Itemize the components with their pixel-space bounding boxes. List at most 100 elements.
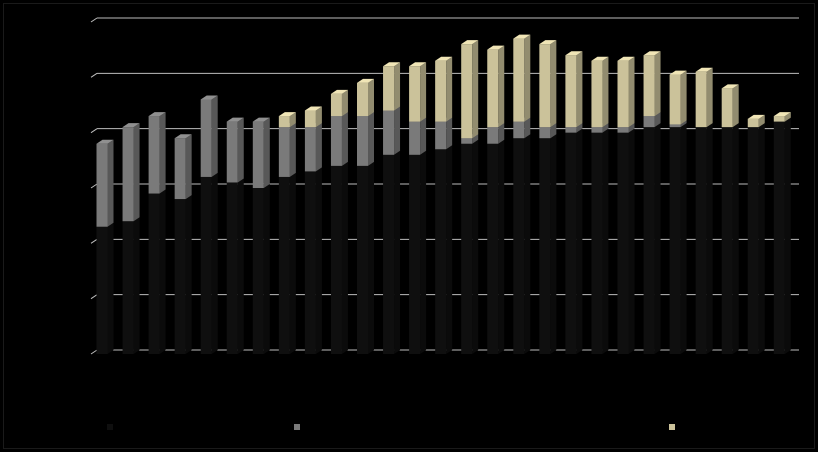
bar-series-3-24-side bbox=[706, 67, 713, 128]
bar-series-3-18-side bbox=[550, 40, 557, 128]
bar-series-3-16-side bbox=[498, 45, 505, 128]
bar-series-2-10 bbox=[330, 116, 342, 166]
bar-series-2-1-side bbox=[107, 139, 114, 227]
bar-series-3-25-top bbox=[721, 84, 739, 89]
bar-series-1-6-side bbox=[237, 178, 244, 354]
gridline-depth bbox=[90, 238, 98, 244]
gridline-depth bbox=[90, 72, 98, 78]
bar-series-1-8 bbox=[278, 176, 290, 354]
bar-series-2-18-side bbox=[550, 123, 557, 139]
bar-series-3-19-top bbox=[565, 51, 583, 56]
bar-series-2-15-side bbox=[472, 134, 479, 144]
bar-series-1-25 bbox=[721, 127, 733, 354]
bar-series-1-26 bbox=[747, 127, 759, 354]
bar-series-1-14-side bbox=[446, 145, 453, 354]
chart-frame bbox=[3, 3, 815, 449]
bar-series-3-8-side bbox=[289, 112, 296, 128]
bar-series-3-14-side bbox=[446, 56, 453, 122]
bar-series-2-5-top bbox=[200, 95, 218, 100]
bar-series-1-17 bbox=[513, 138, 525, 354]
bar-series-3-9-side bbox=[315, 106, 322, 128]
bar-series-2-6 bbox=[226, 121, 238, 183]
bar-series-2-5 bbox=[200, 99, 212, 177]
bar-series-1-10-side bbox=[341, 161, 348, 354]
bar-series-1-27 bbox=[773, 121, 785, 354]
bar-series-2-18 bbox=[539, 127, 551, 139]
bar-series-2-2-side bbox=[133, 123, 140, 222]
bar-series-1-15-side bbox=[472, 139, 479, 354]
bar-series-2-11 bbox=[357, 116, 368, 166]
bar-series-1-18 bbox=[539, 138, 551, 354]
bar-series-3-11 bbox=[357, 82, 368, 117]
bar-series-2-8-side bbox=[289, 123, 296, 177]
bar-series-1-20-side bbox=[602, 128, 609, 354]
bar-series-3-19 bbox=[565, 55, 577, 128]
bar-series-1-4-side bbox=[185, 195, 192, 354]
bar-series-2-4 bbox=[174, 138, 186, 200]
gridline-depth bbox=[90, 17, 98, 23]
bar-series-2-16-side bbox=[498, 123, 505, 144]
bar-series-2-19-side bbox=[576, 123, 583, 133]
bar-series-2-7-top bbox=[252, 117, 270, 122]
bar-series-1-19 bbox=[565, 132, 577, 354]
gridline-depth bbox=[90, 349, 98, 355]
bar-series-1-11 bbox=[357, 165, 368, 354]
bar-series-3-17-side bbox=[524, 34, 531, 122]
bar-series-3-10 bbox=[330, 93, 342, 117]
bar-series-2-21 bbox=[617, 127, 629, 133]
bar-series-1-12-side bbox=[394, 150, 401, 354]
bar-series-3-27 bbox=[773, 116, 785, 122]
bar-series-1-11-side bbox=[368, 161, 374, 354]
bar-series-1-9-side bbox=[315, 167, 322, 354]
bar-series-3-26 bbox=[747, 118, 759, 128]
bar-series-3-27-top bbox=[773, 112, 791, 117]
bar-series-3-20 bbox=[591, 60, 603, 128]
bar-series-3-23-side bbox=[680, 70, 687, 125]
bar-series-2-23 bbox=[669, 124, 681, 128]
bar-series-1-26-side bbox=[758, 123, 765, 354]
bar-series-3-14 bbox=[435, 60, 447, 122]
bar-series-2-12 bbox=[383, 110, 395, 155]
bar-series-2-7 bbox=[252, 121, 264, 188]
bar-series-3-25-side bbox=[732, 84, 739, 128]
bar-series-3-15 bbox=[461, 44, 473, 139]
bar-series-3-21-side bbox=[628, 56, 635, 128]
bar-series-3-10-top bbox=[330, 89, 348, 94]
bar-series-3-25 bbox=[721, 88, 733, 128]
bar-series-3-11-top bbox=[357, 78, 374, 83]
bar-series-2-9 bbox=[304, 127, 316, 172]
bar-series-2-20 bbox=[591, 127, 603, 133]
bar-series-3-9-top bbox=[304, 106, 322, 111]
stacked-bar-chart bbox=[90, 17, 799, 355]
bar-series-2-20-side bbox=[602, 123, 609, 133]
bar-series-1-12 bbox=[383, 154, 395, 354]
bar-series-2-2 bbox=[122, 127, 134, 222]
bar-series-2-10-side bbox=[341, 112, 348, 166]
gridline-depth bbox=[90, 128, 98, 134]
bar-series-2-14 bbox=[435, 121, 447, 150]
bar-series-3-12-top bbox=[383, 62, 401, 67]
bar-series-1-4 bbox=[174, 199, 186, 354]
bar-series-2-4-top bbox=[174, 134, 192, 139]
bar-series-2-5-side bbox=[211, 95, 218, 177]
bar-series-1-19-side bbox=[576, 128, 583, 354]
legend-swatch-series-1 bbox=[107, 424, 113, 430]
gridline-depth bbox=[90, 183, 98, 189]
bar-series-3-13 bbox=[409, 66, 421, 122]
bar-series-3-21 bbox=[617, 60, 629, 128]
bar-series-3-26-side bbox=[758, 114, 765, 128]
bar-series-3-23 bbox=[669, 74, 681, 125]
bar-series-1-16 bbox=[487, 143, 499, 354]
bar-series-3-11-side bbox=[368, 78, 374, 117]
bar-series-2-3-side bbox=[159, 112, 166, 194]
bar-series-2-3-top bbox=[148, 112, 166, 117]
bar-series-1-5 bbox=[200, 176, 212, 354]
bar-series-3-20-side bbox=[602, 56, 609, 128]
bar-series-3-16 bbox=[487, 49, 499, 128]
bar-series-2-17 bbox=[513, 121, 525, 139]
bar-series-3-17 bbox=[513, 38, 525, 122]
bar-series-1-24 bbox=[695, 127, 707, 354]
bar-series-3-24-top bbox=[695, 67, 713, 72]
bar-series-3-26-top bbox=[747, 114, 765, 119]
bar-series-2-16 bbox=[487, 127, 499, 144]
